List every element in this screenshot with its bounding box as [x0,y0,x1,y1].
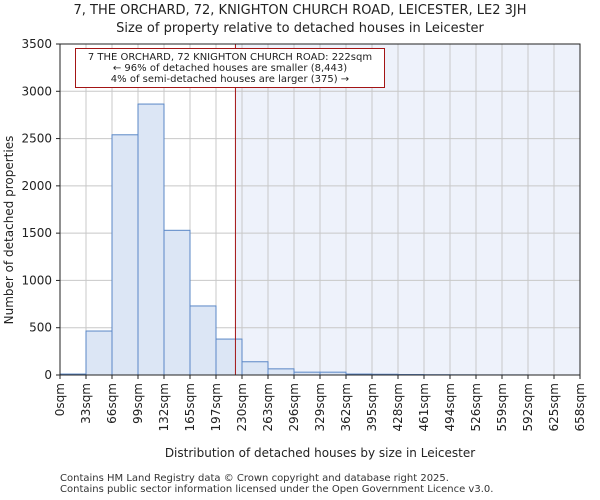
bar-197sqm [215,338,243,376]
x-axis-label: Distribution of detached houses by size … [165,446,475,460]
x-tick-label: 362sqm [339,383,353,431]
y-tick-label: 2000 [21,179,52,193]
x-tick-label: 658sqm [573,383,587,431]
y-tick-label: 1500 [21,226,52,240]
x-tick-label: 263sqm [261,383,275,431]
x-tick-label: 99sqm [131,383,145,424]
y-tick-label: 2500 [21,132,52,146]
x-tick-label: 428sqm [391,383,405,431]
bar-66sqm [111,134,139,376]
y-axis-label: Number of detached properties [2,136,16,325]
chart-title: 7, THE ORCHARD, 72, KNIGHTON CHURCH ROAD… [73,3,527,18]
bar-263sqm [267,368,295,376]
annotation-line-1: 7 THE ORCHARD, 72 KNIGHTON CHURCH ROAD: … [87,52,373,63]
footer-line-1: Contains HM Land Registry data © Crown c… [60,473,449,484]
y-tick-label: 500 [29,321,52,335]
bar-33sqm [85,330,113,376]
x-tick-label: 559sqm [495,383,509,431]
annotation-box: 7 THE ORCHARD, 72 KNIGHTON CHURCH ROAD: … [75,48,385,88]
x-tick-label: 197sqm [209,383,223,431]
x-tick-label: 494sqm [443,383,457,431]
annotation-line-2: ← 96% of detached houses are smaller (8,… [112,63,348,74]
annotation-line-3: 4% of semi-detached houses are larger (3… [110,74,350,85]
larger-region-shade [235,44,580,375]
x-tick-label: 395sqm [365,383,379,431]
y-tick-label: 3500 [21,37,52,51]
x-tick-label: 0sqm [53,383,67,416]
x-tick-label: 526sqm [469,383,483,431]
x-tick-label: 230sqm [235,383,249,431]
bar-230sqm [241,361,269,376]
x-tick-label: 165sqm [183,383,197,431]
y-tick-label: 0 [44,368,52,382]
footer-line-2: Contains public sector information licen… [60,484,494,495]
x-tick-label: 592sqm [521,383,535,431]
y-tick-label: 3000 [21,84,52,98]
x-tick-label: 66sqm [105,383,119,424]
bar-165sqm [189,305,217,376]
chart-subtitle: Size of property relative to detached ho… [116,21,484,36]
x-tick-label: 132sqm [157,383,171,431]
x-tick-label: 625sqm [547,383,561,431]
bar-99sqm [137,103,165,376]
y-tick-label: 1000 [21,273,52,287]
x-tick-label: 329sqm [313,383,327,431]
x-tick-label: 461sqm [417,383,431,431]
x-tick-label: 296sqm [287,383,301,431]
bar-132sqm [163,229,191,376]
x-tick-label: 33sqm [79,383,93,424]
